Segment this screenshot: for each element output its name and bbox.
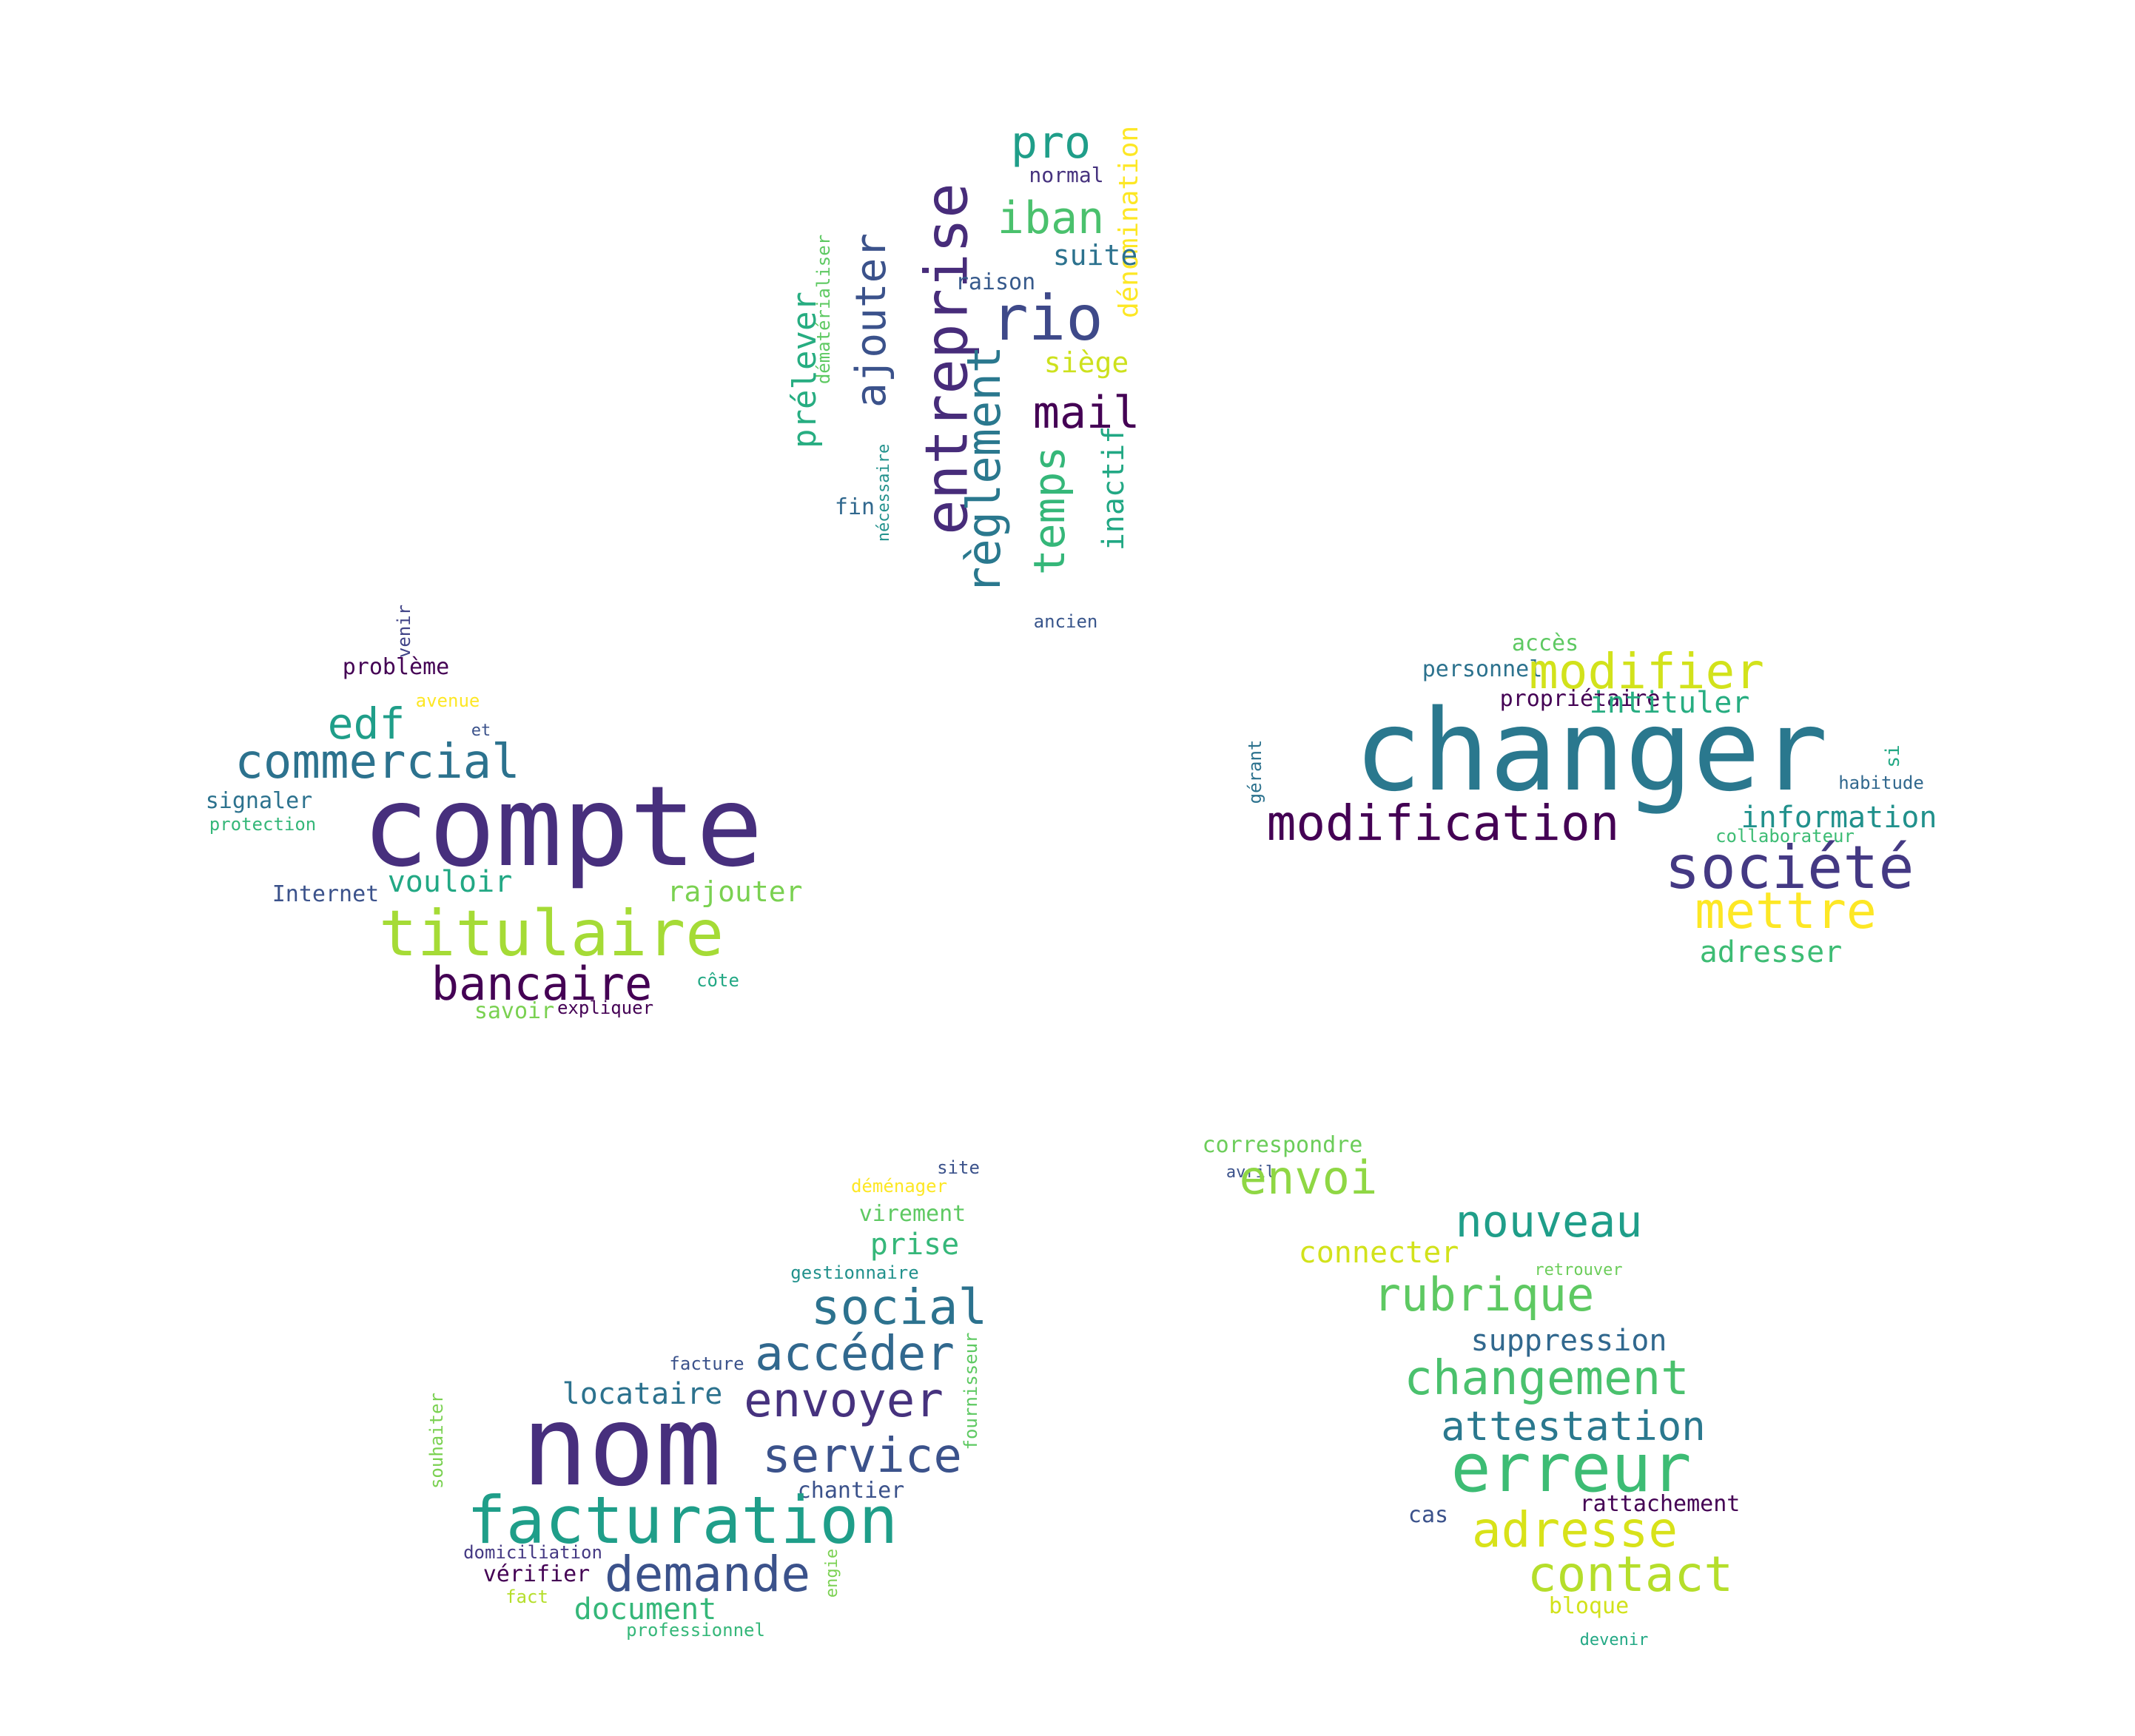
word-devenir: devenir [1579, 1631, 1649, 1649]
word-suppression: suppression [1470, 1324, 1667, 1358]
word-mail: mail [1032, 387, 1140, 439]
word-professionnel: professionnel [626, 1620, 765, 1641]
word-nom: nom [521, 1382, 722, 1511]
word-ancien: ancien [1033, 611, 1098, 632]
word-adresse: adresse [1471, 1501, 1678, 1558]
word-retrouver: retrouver [1534, 1261, 1623, 1279]
word-mettre: mettre [1695, 882, 1877, 941]
word-savoir: savoir [474, 998, 555, 1024]
word-changement: changement [1404, 1351, 1689, 1406]
word-facture: facture [669, 1353, 744, 1374]
word-edf: edf [327, 699, 406, 749]
word-document: document [574, 1592, 717, 1626]
word-cas: cas [1408, 1502, 1449, 1528]
word-demande: demande [604, 1546, 811, 1603]
word-attestation: attestation [1441, 1403, 1706, 1450]
word-changer: changer [1354, 685, 1829, 816]
word-collaborateur: collaborateur [1715, 826, 1855, 847]
word-fin: fin [834, 494, 875, 520]
word-compte: compte [362, 763, 763, 892]
word-fact: fact [505, 1587, 548, 1607]
word-prise: prise [870, 1228, 960, 1262]
word-rattachement: rattachement [1579, 1491, 1741, 1517]
word-social: social [810, 1279, 988, 1336]
word-erreur: erreur [1450, 1430, 1692, 1507]
word-signaler: signaler [205, 788, 313, 814]
word-rajouter: rajouter [667, 875, 803, 908]
word-chantier: chantier [797, 1478, 905, 1504]
word-adresser: adresser [1699, 935, 1843, 969]
word-protection: protection [209, 814, 317, 835]
word-rubrique: rubrique [1373, 1268, 1595, 1322]
word-rio: rio [991, 282, 1103, 354]
word-titulaire: titulaire [379, 897, 724, 971]
word-gestionnaire: gestionnaire [790, 1262, 919, 1283]
word-siège: siège [1043, 346, 1129, 379]
word-service: service [762, 1429, 962, 1484]
word-site: site [937, 1157, 980, 1178]
word-envoyer: envoyer [744, 1373, 944, 1428]
word-iban: iban [997, 192, 1105, 244]
word-correspondre: correspondre [1202, 1132, 1363, 1158]
word-internet: Internet [272, 881, 380, 907]
word-suite: suite [1052, 239, 1138, 272]
word-modifier: modifier [1529, 643, 1764, 700]
word-problème: problème [342, 654, 450, 680]
word-intituler: intituler [1589, 686, 1750, 720]
word-vouloir: vouloir [387, 865, 513, 899]
word-côte: côte [696, 970, 739, 991]
word-normal: normal [1029, 163, 1104, 187]
word-habitude: habitude [1838, 773, 1924, 793]
word-accès: accès [1511, 630, 1579, 656]
word-information: information [1741, 801, 1937, 835]
word-avenue: avenue [415, 690, 480, 711]
word-bancaire: bancaire [431, 957, 653, 1011]
word-facturation: facturation [466, 1482, 898, 1558]
word-nouveau: nouveau [1455, 1196, 1643, 1248]
word-contact: contact [1527, 1546, 1734, 1603]
word-envoi: envoi [1239, 1151, 1378, 1205]
word-modification: modification [1266, 795, 1620, 852]
word-et: et [471, 721, 491, 740]
word-déménager: déménager [850, 1176, 948, 1197]
word-propriétaire: propriétaire [1499, 686, 1661, 712]
word-accéder: accéder [755, 1327, 955, 1382]
word-vérifier: vérifier [483, 1561, 591, 1587]
word-locataire: locataire [562, 1377, 723, 1411]
word-commercial: commercial [235, 735, 520, 790]
word-expliquer: expliquer [557, 997, 654, 1018]
word-virement: virement [858, 1201, 966, 1227]
word-avril: avril [1225, 1163, 1276, 1182]
word-bloque: bloque [1548, 1593, 1630, 1619]
word-personnel: personnel [1422, 656, 1543, 682]
word-connecter: connecter [1298, 1236, 1459, 1270]
word-domiciliation: domiciliation [463, 1542, 602, 1563]
word-pro: pro [1010, 117, 1092, 169]
word-société: société [1664, 833, 1914, 902]
word-raison: raison [955, 269, 1036, 295]
